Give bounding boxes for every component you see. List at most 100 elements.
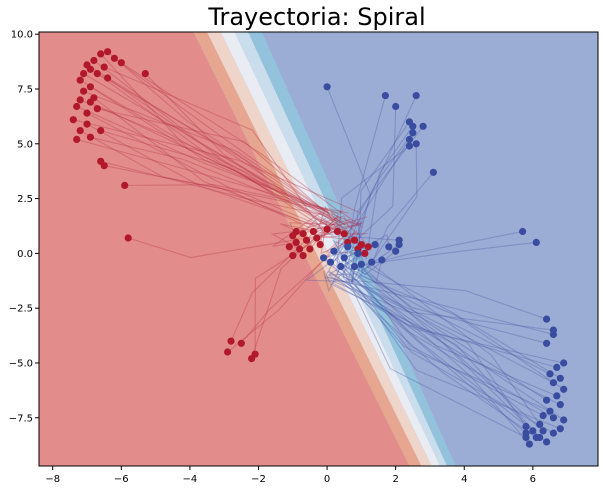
blue-point: [553, 392, 561, 400]
red-region: [39, 32, 410, 466]
y-axis: 10.0 7.5 5.0 2.5 0.0 −2.5 −5.0 −7.5: [9, 30, 39, 424]
red-trajectory: [73, 119, 362, 214]
blue-trajectory: [339, 267, 554, 434]
blue-trajectory: [352, 272, 565, 390]
red-point: [313, 234, 321, 242]
blue-point: [385, 243, 393, 251]
red-trajectory: [90, 136, 346, 225]
blue-trajectory: [328, 271, 561, 406]
red-trajectory: [93, 97, 324, 231]
chart-title: Trayectoria: Spiral: [207, 3, 425, 31]
blue-point: [543, 315, 551, 323]
blue-point: [381, 92, 389, 100]
blue-point: [378, 256, 386, 264]
red-trajectory: [114, 57, 346, 226]
red-point: [80, 87, 88, 95]
blue-trajectory: [305, 261, 354, 283]
red-trajectory: [83, 73, 338, 222]
blue-trajectory: [335, 264, 362, 281]
x-tick-label: 6: [530, 474, 536, 485]
red-point: [364, 243, 372, 251]
blue-point: [543, 438, 551, 446]
blue-point: [340, 254, 348, 262]
red-trajectory: [76, 105, 339, 215]
blue-trajectory: [326, 86, 372, 270]
red-point: [83, 120, 91, 128]
x-tick-label: −4: [183, 474, 198, 485]
blue-point: [392, 247, 400, 255]
blue-point: [532, 238, 540, 246]
y-tick-label: 0.0: [17, 249, 33, 260]
x-tick-label: 4: [461, 474, 467, 485]
plot-area: [39, 32, 598, 466]
boundary-band-3: [234, 32, 448, 466]
red-trajectory: [96, 73, 326, 211]
blue-trajectory: [323, 257, 527, 434]
blue-point: [395, 236, 403, 244]
red-point: [86, 98, 94, 106]
y-tick-label: −5.0: [9, 358, 33, 369]
red-trajectory: [251, 215, 339, 359]
red-point: [90, 56, 98, 65]
red-point: [227, 337, 235, 345]
red-point: [302, 236, 311, 244]
blue-trajectory: [324, 277, 554, 331]
red-point: [110, 54, 118, 62]
red-point: [86, 133, 94, 141]
blue-trajectory: [369, 171, 434, 269]
blue-trajectory: [345, 277, 554, 384]
red-trajectory: [103, 66, 326, 235]
red-trajectory: [107, 51, 339, 223]
blue-point: [549, 414, 558, 422]
blue-points: [320, 83, 568, 448]
boundary-band-1: [207, 32, 432, 466]
blue-point: [368, 258, 376, 266]
red-trajectory: [86, 64, 350, 233]
blue-point: [371, 241, 379, 249]
red-trajectory: [86, 112, 330, 231]
blue-point: [549, 330, 558, 339]
blue-point: [337, 262, 345, 271]
red-trajectory: [325, 220, 365, 254]
blue-trajectory: [332, 239, 355, 275]
blue-point: [525, 440, 534, 448]
red-point: [100, 162, 108, 170]
blue-point: [326, 258, 335, 266]
blue-point: [546, 370, 554, 378]
red-trajectory: [319, 218, 362, 246]
red-point: [350, 236, 359, 244]
blue-point: [350, 262, 359, 271]
blue-trajectory: [327, 279, 564, 364]
red-point: [333, 227, 341, 236]
red-trajectory: [288, 217, 339, 248]
blue-point: [405, 135, 413, 143]
red-point: [97, 127, 105, 135]
y-tick-label: −2.5: [9, 304, 33, 315]
y-tick-label: 10.0: [11, 30, 33, 41]
blue-point: [323, 83, 331, 91]
blue-trajectory: [334, 258, 547, 443]
blue-point: [556, 425, 564, 433]
red-point: [306, 245, 314, 253]
boundary-band-2: [220, 32, 441, 466]
x-axis: −8 −6 −4 −2 0 2 4 6: [45, 466, 536, 485]
red-trajectory: [107, 77, 344, 228]
red-point: [73, 102, 81, 111]
red-point: [237, 339, 245, 347]
red-point: [299, 230, 307, 238]
red-points: [69, 48, 372, 363]
blue-point: [522, 422, 530, 431]
red-point: [224, 348, 232, 356]
blue-trajectory: [336, 145, 410, 269]
red-trajectory: [86, 123, 344, 236]
blue-point: [405, 142, 413, 150]
blue-point: [320, 254, 328, 262]
blue-trajectory: [342, 276, 551, 412]
blue-point: [556, 374, 564, 382]
blue-trajectory: [323, 266, 342, 293]
red-trajectory: [93, 60, 349, 235]
blue-trajectory: [360, 244, 400, 276]
red-trajectory: [124, 184, 349, 214]
blue-trajectory: [354, 283, 561, 430]
blue-trajectory: [341, 281, 537, 438]
